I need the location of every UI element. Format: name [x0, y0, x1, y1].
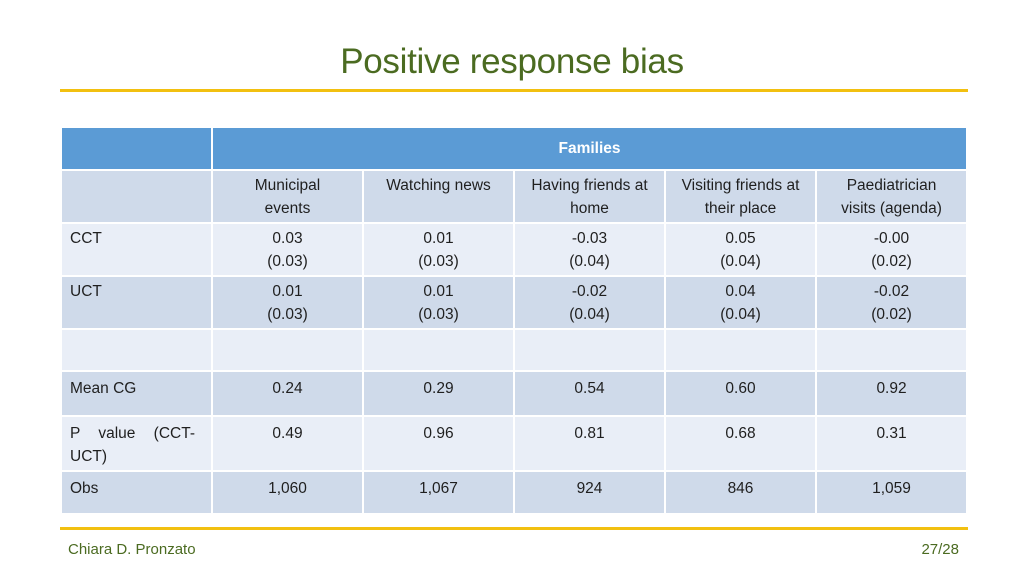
table-cell: 0.24 — [211, 370, 364, 417]
coefficient: -0.02 — [873, 283, 910, 300]
empty-cell — [362, 328, 515, 372]
table-row-cct: CCT 0.03 (0.03) 0.01 (0.03) -0.03 (0.04)… — [60, 222, 969, 277]
table-cell: 0.68 — [664, 415, 817, 472]
standard-error: (0.04) — [569, 306, 610, 323]
table-cell: 0.03 (0.03) — [211, 222, 364, 277]
footer-divider — [60, 527, 968, 530]
standard-error: (0.02) — [871, 306, 912, 323]
standard-error: (0.02) — [871, 253, 912, 270]
row-label-mean-cg: Mean CG — [60, 370, 213, 417]
row-label-uct: UCT — [60, 275, 213, 330]
table-cell: 0.96 — [362, 415, 515, 472]
standard-error: (0.04) — [569, 253, 610, 270]
standard-error: (0.03) — [267, 253, 308, 270]
coefficient: 0.03 — [272, 230, 303, 247]
table-cell: 1,059 — [814, 470, 969, 515]
table-cell: 0.92 — [814, 370, 969, 417]
families-header: Families — [210, 126, 969, 171]
header-empty-cell — [60, 126, 213, 171]
table-cell: -0.03 (0.04) — [513, 222, 666, 277]
title-divider — [60, 89, 968, 92]
column-header-line: visits (agenda) — [841, 200, 942, 217]
table-cell: 0.29 — [362, 370, 515, 417]
table-cell: -0.02 (0.02) — [814, 275, 969, 330]
column-header-row: Municipal events Watching news Having fr… — [60, 169, 969, 224]
table-cell: 0.01 (0.03) — [362, 275, 515, 330]
table-row-obs: Obs 1,060 1,067 924 846 1,059 — [60, 470, 969, 515]
empty-cell — [211, 328, 364, 372]
column-header-line: Watching news — [386, 177, 491, 194]
table-row-mean-cg: Mean CG 0.24 0.29 0.54 0.60 0.92 — [60, 370, 969, 417]
table-row-uct: UCT 0.01 (0.03) 0.01 (0.03) -0.02 (0.04)… — [60, 275, 969, 330]
table-row-spacer — [60, 328, 969, 372]
table-cell: 0.81 — [513, 415, 666, 472]
column-header-line: their place — [704, 200, 777, 217]
table-row-p-value: P value (CCT- UCT) 0.49 0.96 0.81 0.68 0… — [60, 415, 969, 472]
standard-error: (0.03) — [418, 306, 459, 323]
standard-error: (0.03) — [418, 253, 459, 270]
column-header-visiting-friends: Visiting friends at their place — [664, 169, 817, 224]
coefficient: 0.05 — [725, 230, 756, 247]
coefficient: 0.04 — [725, 283, 756, 300]
column-header-line: Paediatrician — [846, 177, 937, 194]
coefficient: -0.03 — [571, 230, 608, 247]
column-header-having-friends: Having friends at home — [513, 169, 666, 224]
row-label-p-value: P value (CCT- UCT) — [60, 415, 213, 472]
coefficient: -0.02 — [571, 283, 608, 300]
column-header-line: events — [264, 200, 311, 217]
coefficient: -0.00 — [873, 230, 910, 247]
empty-cell — [60, 328, 213, 372]
slide-title: Positive response bias — [340, 42, 684, 81]
standard-error: (0.04) — [720, 306, 761, 323]
column-header-line: Municipal — [254, 177, 321, 194]
empty-cell — [814, 328, 969, 372]
column-header-line: home — [570, 200, 609, 217]
column-header-line: Having friends at — [531, 177, 648, 194]
column-header-watching-news: Watching news — [362, 169, 515, 224]
empty-cell — [513, 328, 666, 372]
table-cell: 1,067 — [362, 470, 515, 515]
column-header-municipal-events: Municipal events — [211, 169, 364, 224]
table-cell: 846 — [664, 470, 817, 515]
standard-error: (0.03) — [267, 306, 308, 323]
row-label-cct: CCT — [60, 222, 213, 277]
table-cell: 0.31 — [814, 415, 969, 472]
group-header-row: Families — [60, 126, 969, 171]
table-cell: 0.54 — [513, 370, 666, 417]
standard-error: (0.04) — [720, 253, 761, 270]
table-cell: -0.02 (0.04) — [513, 275, 666, 330]
coefficient: 0.01 — [423, 283, 454, 300]
coefficient: 0.01 — [272, 283, 303, 300]
table-cell: -0.00 (0.02) — [814, 222, 969, 277]
column-header-empty-cell — [60, 169, 213, 224]
table-cell: 1,060 — [211, 470, 364, 515]
footer-author: Chiara D. Pronzato — [68, 541, 196, 558]
column-header-paediatrician: Paediatrician visits (agenda) — [814, 169, 969, 224]
empty-cell — [664, 328, 817, 372]
column-header-line: Visiting friends at — [681, 177, 800, 194]
table-cell: 924 — [513, 470, 666, 515]
table-cell: 0.01 (0.03) — [362, 222, 515, 277]
page-number: 27/28 — [921, 541, 959, 558]
row-label-line: UCT) — [70, 448, 108, 465]
table-cell: 0.49 — [211, 415, 364, 472]
results-table: Families Municipal events Watching news … — [60, 126, 969, 515]
row-label-obs: Obs — [60, 470, 213, 515]
table-cell: 0.05 (0.04) — [664, 222, 817, 277]
table-cell: 0.04 (0.04) — [664, 275, 817, 330]
table-cell: 0.01 (0.03) — [211, 275, 364, 330]
coefficient: 0.01 — [423, 230, 454, 247]
row-label-line: P value (CCT- — [70, 425, 195, 442]
table-cell: 0.60 — [664, 370, 817, 417]
